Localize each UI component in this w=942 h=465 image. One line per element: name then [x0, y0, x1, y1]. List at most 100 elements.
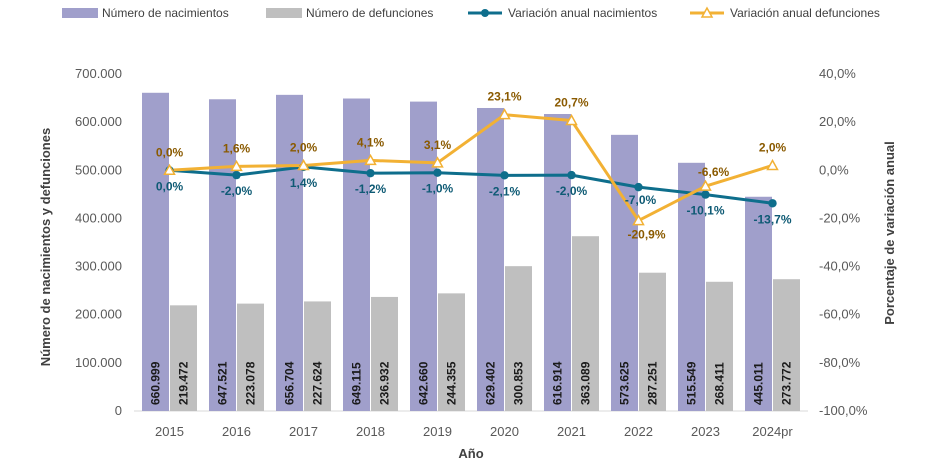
- births-variation-point: [500, 171, 509, 180]
- deaths-bar-label: 219.472: [177, 361, 191, 405]
- deaths-variation-point: [364, 153, 377, 166]
- left-tick-label: 400.000: [75, 210, 122, 225]
- deaths-bar: [505, 266, 532, 411]
- deaths-variation-point: [297, 158, 310, 171]
- births-bar-label: 647.521: [216, 361, 230, 405]
- x-tick-label: 2017: [289, 424, 318, 439]
- legend-births-swatch: [62, 8, 98, 18]
- births-bar: [410, 101, 437, 412]
- x-tick-label: 2015: [155, 424, 184, 439]
- legend-deaths-label: Número de defunciones: [306, 6, 433, 20]
- deaths-bar-label: 227.624: [311, 361, 325, 405]
- legend-deaths-swatch: [266, 8, 302, 18]
- births-bar-label: 642.660: [417, 361, 431, 405]
- left-tick-label: 700.000: [75, 66, 122, 81]
- deaths-variation-label: -20,9%: [627, 228, 665, 242]
- bar-value-labels: 660.999 647.521 656.704 649.115 642.660 629.4…: [149, 361, 794, 405]
- legend-deaths-variation-swatch-marker: [700, 6, 714, 18]
- deaths-bar: [371, 296, 398, 411]
- deaths-variation-point: [230, 159, 243, 172]
- births-variation-label: 0,0%: [156, 179, 184, 193]
- births-bar: [611, 134, 638, 412]
- right-tick-label: -20,0%: [819, 210, 861, 225]
- births-bar-label: 656.704: [283, 361, 297, 405]
- births-bar: [276, 94, 303, 411]
- births-variation-point: [634, 182, 643, 192]
- right-tick-label: 40,0%: [819, 66, 856, 81]
- right-axis-title: Porcentaje de variación anual: [882, 141, 897, 325]
- deaths-variation-label: -6,6%: [698, 165, 730, 179]
- deaths-variation-point: [766, 158, 779, 171]
- left-tick-label: 600.000: [75, 114, 122, 129]
- deaths-bar-label: 268.411: [713, 362, 727, 405]
- deaths-bar: [572, 236, 599, 411]
- births-variation-label: -10,1%: [686, 204, 724, 218]
- left-tick-label: 200.000: [75, 307, 122, 322]
- right-tick-label: -40,0%: [819, 259, 861, 274]
- deaths-variation-point: [699, 179, 712, 191]
- left-axis-ticks: 0 100.000 200.000 300.000 400.000 500.000 600.…: [75, 66, 122, 418]
- births-variation-label: -13,7%: [753, 212, 791, 226]
- left-tick-label: 0: [115, 403, 122, 418]
- lines: [163, 108, 779, 226]
- deaths-variation-point: [498, 108, 511, 120]
- births-bar: [745, 196, 772, 411]
- births-variation-label: -1,2%: [355, 182, 387, 196]
- births-bar: [343, 98, 370, 411]
- deaths-bar-label: 287.251: [646, 361, 660, 405]
- births-bar: [544, 113, 571, 412]
- right-tick-label: 20,0%: [819, 114, 856, 129]
- legend-births-variation-label: Variación anual nacimientos: [508, 6, 657, 20]
- births-variation-label: 1,4%: [290, 176, 318, 190]
- births-bar-label: 616.914: [551, 361, 565, 405]
- deaths-variation-point: [163, 163, 176, 176]
- deaths-variation-label: 20,7%: [554, 95, 588, 109]
- x-tick-label: 2020: [490, 424, 519, 439]
- births-variation-label: -2,1%: [489, 184, 521, 198]
- deaths-bar-label: 236.932: [378, 361, 392, 405]
- x-axis-ticks: 2015 2016 2017 2018 2019 2020 2021 2022 2023 2024…: [155, 424, 793, 439]
- deaths-bar-label: 244.355: [445, 361, 459, 405]
- deaths-variation-point: [565, 113, 578, 126]
- births-variation-label: -7,0%: [625, 193, 657, 207]
- deaths-bar: [438, 293, 465, 411]
- deaths-bar: [706, 281, 733, 411]
- deaths-variation-point: [632, 214, 645, 226]
- deaths-variation-label: 3,1%: [424, 138, 452, 152]
- deaths-variation-line: [169, 113, 773, 223]
- births-variation-point: [232, 170, 241, 180]
- births-bar-label: 629.402: [484, 361, 498, 405]
- x-tick-label: 2023: [691, 424, 720, 439]
- births-bar: [477, 107, 504, 412]
- left-tick-label: 100.000: [75, 355, 122, 370]
- right-tick-label: -60,0%: [819, 307, 861, 322]
- x-tick-label: 2019: [423, 424, 452, 439]
- births-variation-label: -1,0%: [422, 182, 454, 196]
- legend: Número de nacimientos Número de defuncion…: [62, 6, 880, 20]
- births-variation-label: -2,0%: [556, 184, 588, 198]
- x-tick-label: 2016: [222, 424, 251, 439]
- deaths-variation-label: 2,0%: [290, 140, 318, 154]
- x-tick-label: 2022: [624, 424, 653, 439]
- deaths-variation-label: 1,6%: [223, 141, 251, 155]
- x-tick-label: 2018: [356, 424, 385, 439]
- births-variation-point: [366, 168, 375, 178]
- right-tick-label: -100,0%: [819, 403, 868, 418]
- births-bar-label: 660.999: [149, 361, 163, 405]
- births-bar-label: 445.011: [752, 362, 766, 405]
- left-tick-label: 500.000: [75, 162, 122, 177]
- births-variation-point: [567, 170, 576, 180]
- legend-deaths-variation-label: Variación anual defunciones: [730, 6, 880, 20]
- line-value-labels: 0,0% -2,0% 1,4% -1,2% -1,0% -2,1% -2,0% -7,0% -1…: [156, 90, 792, 242]
- deaths-variation-label: 0,0%: [156, 145, 184, 159]
- bars: [142, 92, 800, 412]
- births-bar-label: 515.549: [685, 361, 699, 405]
- births-variation-point: [768, 199, 777, 208]
- births-bar: [678, 162, 705, 411]
- births-bar: [142, 92, 169, 412]
- deaths-bar-label: 273.772: [780, 361, 794, 405]
- births-variation-point: [701, 190, 710, 199]
- x-tick-label: 2021: [557, 424, 586, 439]
- legend-births-label: Número de nacimientos: [102, 6, 229, 20]
